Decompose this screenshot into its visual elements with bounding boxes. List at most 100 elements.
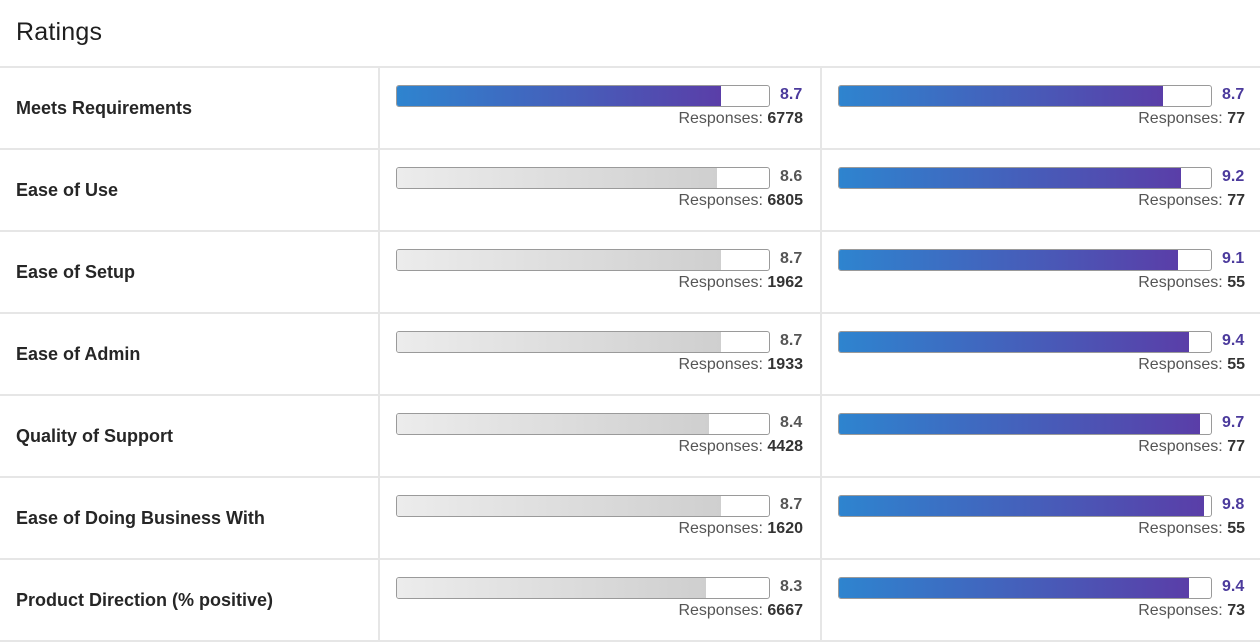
- rating-bar-fill: [839, 86, 1163, 106]
- rating-bar-fill: [397, 414, 710, 434]
- rating-bar: [838, 249, 1212, 271]
- rating-score: 8.3: [780, 578, 803, 595]
- rating-bar-fill: [839, 414, 1200, 434]
- rating-cell-product-a: 8.7 Responses: 1620: [396, 492, 806, 552]
- responses-label: Responses:: [1138, 602, 1223, 619]
- rating-cell-product-a: 8.7 Responses: 1933: [396, 328, 806, 388]
- rating-score: 8.7: [780, 332, 803, 349]
- responses-label: Responses:: [1138, 520, 1223, 537]
- rating-row: Meets Requirements 8.7 Responses: 6778 8…: [0, 66, 1260, 148]
- responses-label: Responses:: [678, 356, 763, 373]
- responses-number: 1933: [767, 356, 803, 373]
- rating-score: 9.4: [1222, 332, 1245, 349]
- rating-score: 9.1: [1222, 250, 1245, 267]
- responses-number: 55: [1227, 520, 1245, 537]
- rating-row: Ease of Setup 8.7 Responses: 1962 9.1 Re…: [0, 230, 1260, 312]
- rating-cell-product-a: 8.6 Responses: 6805: [396, 164, 806, 224]
- responses-label: Responses:: [678, 438, 763, 455]
- rating-score: 8.7: [780, 496, 803, 513]
- rating-label: Quality of Support: [16, 425, 173, 446]
- responses-number: 55: [1227, 356, 1245, 373]
- responses-label: Responses:: [678, 602, 763, 619]
- column-divider: [378, 150, 380, 230]
- rating-bar: [396, 167, 770, 189]
- rating-bar: [838, 577, 1212, 599]
- rating-bar: [838, 85, 1212, 107]
- column-divider: [820, 478, 822, 558]
- rating-bar-fill: [839, 496, 1204, 516]
- rating-bar: [396, 331, 770, 353]
- column-divider: [378, 478, 380, 558]
- column-divider: [378, 560, 380, 640]
- rating-bar: [396, 413, 770, 435]
- rating-label: Ease of Setup: [16, 261, 136, 282]
- responses-number: 77: [1227, 438, 1245, 455]
- rating-label: Meets Requirements: [16, 97, 193, 118]
- responses-label: Responses:: [1138, 274, 1223, 291]
- rating-bar-fill: [397, 168, 717, 188]
- rating-score: 8.7: [1222, 86, 1245, 103]
- rating-score: 8.6: [780, 168, 803, 185]
- rating-bar: [396, 495, 770, 517]
- responses-count: Responses: 77: [1138, 438, 1245, 456]
- rating-bar-fill: [839, 250, 1178, 270]
- rating-row: Ease of Use 8.6 Responses: 6805 9.2 Resp…: [0, 148, 1260, 230]
- column-divider: [378, 232, 380, 312]
- rating-cell-product-a: 8.3 Responses: 6667: [396, 574, 806, 634]
- column-divider: [820, 560, 822, 640]
- rating-cell-product-b: 9.1 Responses: 55: [838, 246, 1248, 306]
- rating-row: Ease of Admin 8.7 Responses: 1933 9.4 Re…: [0, 312, 1260, 394]
- responses-count: Responses: 55: [1138, 356, 1245, 374]
- responses-count: Responses: 77: [1138, 110, 1245, 128]
- responses-count: Responses: 4428: [678, 438, 803, 456]
- responses-count: Responses: 55: [1138, 274, 1245, 292]
- rating-bar: [838, 413, 1212, 435]
- responses-label: Responses:: [1138, 192, 1223, 209]
- rating-bar: [838, 167, 1212, 189]
- responses-count: Responses: 6667: [678, 602, 803, 620]
- responses-number: 77: [1227, 110, 1245, 127]
- rating-bar: [396, 85, 770, 107]
- rating-bar-fill: [397, 332, 721, 352]
- rating-score: 9.4: [1222, 578, 1245, 595]
- rating-bar-fill: [397, 250, 721, 270]
- column-divider: [820, 68, 822, 148]
- rating-bar: [838, 495, 1212, 517]
- rating-bar-fill: [397, 86, 721, 106]
- rating-row: Quality of Support 8.4 Responses: 4428 9…: [0, 394, 1260, 476]
- rating-score: 8.4: [780, 414, 803, 431]
- column-divider: [378, 68, 380, 148]
- rating-cell-product-a: 8.7 Responses: 1962: [396, 246, 806, 306]
- responses-label: Responses:: [1138, 110, 1223, 127]
- rating-score: 9.8: [1222, 496, 1245, 513]
- responses-label: Responses:: [678, 110, 763, 127]
- rating-cell-product-b: 8.7 Responses: 77: [838, 82, 1248, 142]
- responses-label: Responses:: [678, 520, 763, 537]
- rating-bar-fill: [839, 168, 1182, 188]
- responses-number: 6805: [767, 192, 803, 209]
- responses-number: 55: [1227, 274, 1245, 291]
- responses-count: Responses: 6805: [678, 192, 803, 210]
- rating-cell-product-b: 9.7 Responses: 77: [838, 410, 1248, 470]
- responses-count: Responses: 55: [1138, 520, 1245, 538]
- rating-score: 8.7: [780, 86, 803, 103]
- responses-count: Responses: 1933: [678, 356, 803, 374]
- column-divider: [820, 150, 822, 230]
- responses-number: 1962: [767, 274, 803, 291]
- responses-label: Responses:: [678, 192, 763, 209]
- responses-number: 6778: [767, 110, 803, 127]
- rating-cell-product-b: 9.8 Responses: 55: [838, 492, 1248, 552]
- responses-number: 77: [1227, 192, 1245, 209]
- rating-bar-fill: [397, 578, 706, 598]
- rating-bar-fill: [839, 332, 1189, 352]
- rating-row: Product Direction (% positive) 8.3 Respo…: [0, 558, 1260, 642]
- rating-bar: [838, 331, 1212, 353]
- rating-label: Ease of Use: [16, 179, 119, 200]
- column-divider: [820, 314, 822, 394]
- responses-label: Responses:: [1138, 356, 1223, 373]
- rating-label: Ease of Doing Business With: [16, 507, 265, 528]
- rating-bar-fill: [839, 578, 1189, 598]
- responses-number: 4428: [767, 438, 803, 455]
- rating-score: 9.2: [1222, 168, 1245, 185]
- responses-count: Responses: 1962: [678, 274, 803, 292]
